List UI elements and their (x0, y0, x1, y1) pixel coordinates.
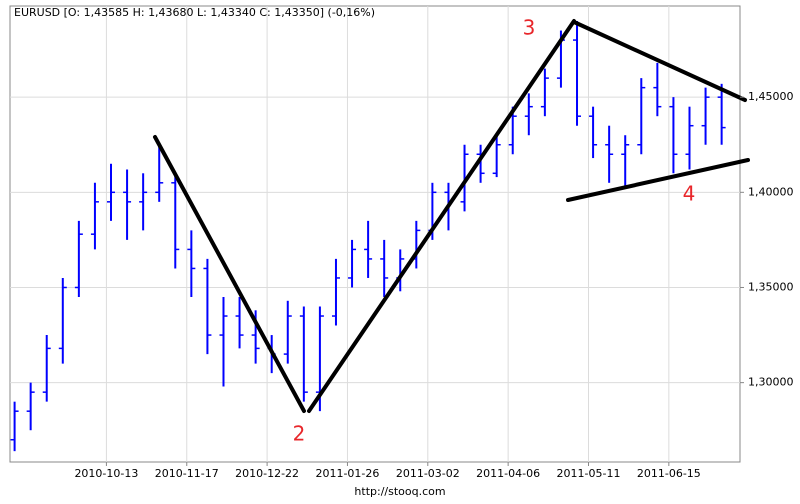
y-tick-label: 1,30000 (748, 376, 794, 389)
trend-line (566, 158, 750, 202)
y-tick-label: 1,45000 (748, 90, 794, 103)
trend-lines (153, 19, 750, 413)
x-tick-label: 2011-01-26 (315, 467, 379, 480)
x-tick-label: 2010-10-13 (74, 467, 138, 480)
y-tick-label: 1,40000 (748, 185, 794, 198)
annotation: 4 (683, 182, 696, 206)
x-tick-label: 2010-11-17 (155, 467, 219, 480)
x-tick-label: 2010-12-22 (235, 467, 299, 480)
x-tick-label: 2011-06-15 (637, 467, 701, 480)
x-tick-label: 2011-04-06 (476, 467, 540, 480)
footer: http://stooq.com (354, 485, 445, 498)
annotation: 2 (293, 422, 306, 446)
plot-frame (9, 5, 741, 463)
y-tick-label: 1,35000 (748, 280, 794, 293)
trend-line (572, 20, 747, 102)
x-tick-label: 2011-05-11 (557, 467, 621, 480)
chart-title: EURUSD [O: 1,43585 H: 1,43680 L: 1,43340… (14, 6, 375, 19)
trend-line (307, 19, 576, 413)
annotation: 3 (523, 16, 536, 40)
trend-line (153, 135, 306, 413)
x-tick-label: 2011-03-02 (396, 467, 460, 480)
plot (10, 6, 740, 462)
